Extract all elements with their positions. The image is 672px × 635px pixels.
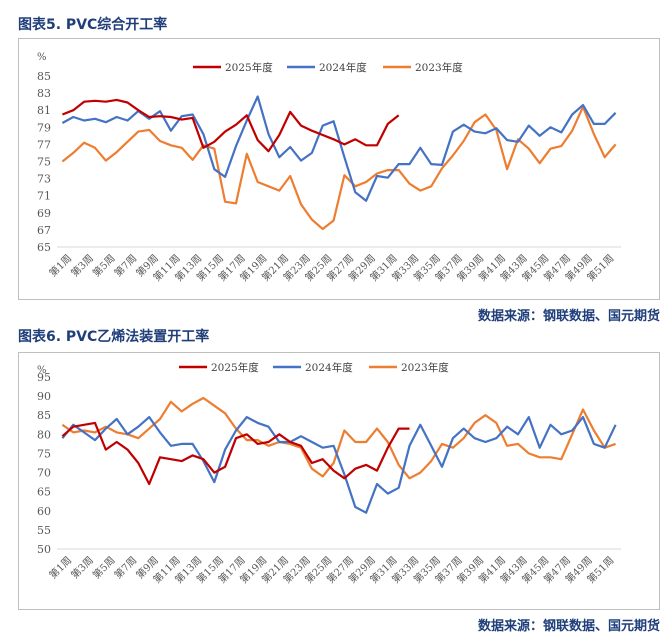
y-tick-label: 55 [37,524,51,537]
y-tick-label: 83 [37,87,51,100]
legend-label-2023年度: 2023年度 [401,361,449,374]
unit-label: % [37,365,47,376]
y-tick-label: 75 [37,156,51,169]
y-tick-label: 81 [37,104,51,117]
y-tick-label: 50 [37,543,51,556]
x-tick-label: 第5周 [90,252,118,280]
x-tick-label: 第7周 [111,252,139,280]
source-note-2: 数据来源：钢联数据、国元期货 [477,619,660,634]
x-tick-label: 第3周 [68,252,96,280]
legend-label-2025年度: 2025年度 [225,61,273,74]
y-tick-label: 75 [37,447,51,460]
y-tick-label: 65 [37,241,51,254]
legend-label-2025年度: 2025年度 [211,361,259,374]
y-tick-label: 79 [37,121,51,134]
y-tick-label: 67 [37,224,51,237]
legend-label-2023年度: 2023年度 [415,61,463,74]
y-tick-label: 69 [37,207,51,220]
series-line-2025年度 [61,98,400,153]
chart-operating-rate: %6567697173757779818385第1周第3周第5周第7周第9周第1… [37,52,621,284]
figure-5-caption: 图表5. PVC综合开工率 [18,17,168,33]
y-tick-label: 71 [37,190,51,203]
source-note-1: 数据来源：钢联数据、国元期货 [477,309,660,324]
series-line-2023年度 [61,396,616,480]
unit-label: % [37,52,47,63]
figure-6-caption: 图表6. PVC乙烯法装置开工率 [18,329,210,345]
y-tick-label: 77 [37,138,51,151]
x-tick-label: 第3周 [68,554,96,582]
chart-2-content: %50556065707580859095第1周第3周第5周第7周第9周第11周… [37,361,621,586]
x-tick-label: 第7周 [111,554,139,582]
y-tick-label: 90 [37,390,51,403]
series-line-2024年度 [61,415,617,514]
legend-label-2024年度: 2024年度 [305,361,353,374]
series-line-2023年度 [61,105,617,231]
series-line-2024年度 [61,95,617,202]
y-tick-label: 65 [37,486,51,499]
chart-ethylene-operating-rate: %50556065707580859095第1周第3周第5周第7周第9周第11周… [37,361,621,586]
legend-label-2024年度: 2024年度 [319,61,367,74]
y-tick-label: 60 [37,505,51,518]
y-tick-label: 95 [37,371,51,384]
y-tick-label: 85 [37,409,51,422]
chart-frame-2: % 50 55 60 65 70 75 80 85 90 95 第1周 第3周 第5周 第7周 第9周 第11周… [18,352,660,610]
y-tick-label: 70 [37,467,51,480]
chart-frame-1: % 65 67 69 71 73 75 77 79 81 83 85 第1周 第3周 第5周 第7周 第9周 第1… [18,38,660,300]
x-tick-label: 第1周 [46,554,74,582]
y-tick-label: 85 [37,70,51,83]
y-tick-label: 73 [37,173,51,186]
series-line-2025年度 [61,421,410,486]
y-tick-label: 80 [37,428,51,441]
x-tick-label: 第5周 [90,554,118,582]
x-tick-label: 第1周 [46,252,74,280]
